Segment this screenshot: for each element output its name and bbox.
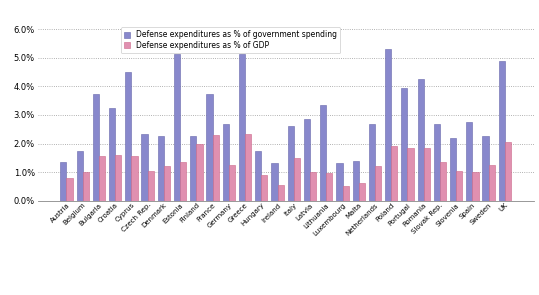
Bar (385, 49, 391, 201)
Bar (353, 161, 359, 201)
Bar (93, 94, 99, 201)
Bar (212, 135, 219, 201)
Bar (174, 54, 180, 201)
Bar (310, 172, 316, 201)
Bar (66, 178, 73, 201)
Bar (450, 138, 456, 201)
Bar (261, 175, 267, 201)
Bar (375, 166, 381, 201)
Bar (489, 165, 495, 201)
Bar (294, 158, 300, 201)
Bar (158, 136, 164, 201)
Bar (402, 88, 407, 201)
Bar (424, 148, 430, 201)
Bar (109, 108, 115, 201)
Bar (180, 162, 186, 201)
Bar (255, 151, 261, 201)
Bar (206, 94, 212, 201)
Bar (196, 143, 203, 201)
Bar (278, 185, 284, 201)
Bar (99, 156, 105, 201)
Bar (472, 172, 479, 201)
Bar (82, 172, 89, 201)
Bar (369, 124, 375, 201)
Bar (466, 122, 472, 201)
Bar (77, 151, 82, 201)
Bar (304, 119, 310, 201)
Bar (229, 165, 235, 201)
Bar (288, 126, 294, 201)
Bar (482, 136, 489, 201)
Bar (418, 79, 424, 201)
Bar (190, 136, 196, 201)
Bar (456, 171, 462, 201)
Bar (148, 171, 154, 201)
Bar (125, 72, 132, 201)
Bar (434, 124, 440, 201)
Bar (342, 186, 349, 201)
Bar (132, 156, 137, 201)
Bar (223, 124, 229, 201)
Bar (326, 173, 333, 201)
Bar (60, 162, 66, 201)
Bar (245, 134, 251, 201)
Bar (115, 155, 121, 201)
Bar (320, 105, 326, 201)
Bar (141, 134, 148, 201)
Bar (505, 142, 511, 201)
Bar (271, 163, 278, 201)
Bar (336, 163, 342, 201)
Bar (164, 166, 170, 201)
Bar (499, 61, 505, 201)
Legend: Defense expenditures as % of government spending, Defense expenditures as % of G: Defense expenditures as % of government … (121, 27, 340, 53)
Bar (440, 162, 446, 201)
Bar (359, 183, 365, 201)
Bar (239, 54, 245, 201)
Bar (407, 148, 413, 201)
Bar (391, 146, 397, 201)
